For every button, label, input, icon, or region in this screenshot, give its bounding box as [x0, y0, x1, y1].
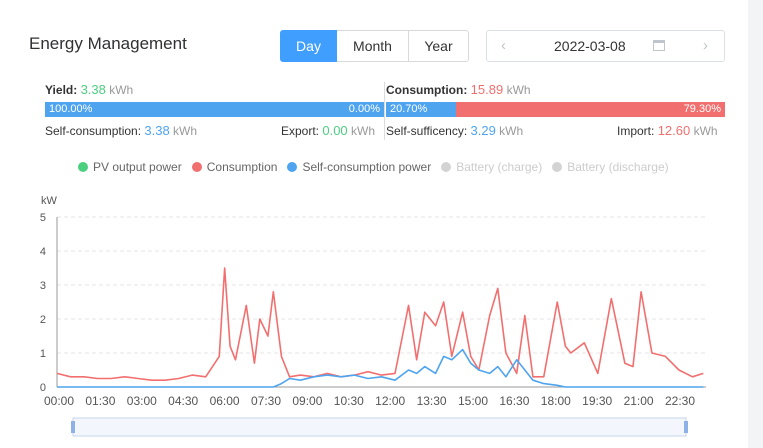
date-picker[interactable]: ‹ 2022-03-08 › [486, 30, 725, 62]
y-tick-label: 0 [40, 382, 46, 394]
series-line-consumption [56, 267, 704, 382]
import-percent: 79.30% [683, 103, 721, 115]
chevron-right-icon[interactable]: › [703, 37, 708, 54]
dot-icon [441, 162, 452, 172]
consumption-label: Consumption: [386, 83, 468, 97]
import-summary: Import: 12.60 kWh [617, 123, 718, 138]
zoom-handle-left[interactable] [71, 421, 75, 433]
x-tick-label: 18:00 [541, 394, 571, 408]
date-value[interactable]: 2022-03-08 [554, 38, 626, 54]
export-value: 0.00 [322, 123, 348, 138]
self-consumption-summary: Self-consumption: 3.38 kWh [45, 123, 198, 138]
dot-icon [78, 162, 88, 172]
x-tick-label: 01:30 [85, 394, 115, 408]
series-line-self-consumption-power [57, 348, 704, 388]
yield-split-bar: 100.00% 0.00% [45, 102, 384, 117]
x-tick-label: 04:30 [168, 394, 198, 408]
consumption-value: 15.89 [470, 82, 504, 97]
tab-month[interactable]: Month [337, 30, 409, 62]
x-tick-label: 00:00 [44, 394, 74, 408]
calendar-icon[interactable] [653, 40, 665, 51]
y-tick-label: 2 [40, 314, 46, 326]
chevron-left-icon[interactable]: ‹ [501, 37, 506, 54]
tab-year[interactable]: Year [409, 30, 469, 62]
export-summary: Export: 0.00 kWh [281, 123, 376, 138]
legend-consumption[interactable]: Consumption [191, 160, 277, 174]
yield-unit: kWh [109, 83, 134, 97]
dot-icon [191, 162, 202, 172]
x-tick-label: 09:00 [292, 394, 322, 408]
y-tick-label: 1 [40, 348, 46, 360]
self-sufficiency-value: 3.29 [470, 123, 496, 138]
yield-label: Yield: [45, 83, 78, 97]
legend-self-consumption[interactable]: Self-consumption power [287, 160, 431, 174]
x-tick-label: 07:30 [251, 394, 281, 408]
x-tick-label: 03:00 [127, 394, 157, 408]
x-tick-label: 16:30 [499, 394, 529, 408]
export-percent: 0.00% [348, 103, 380, 115]
self-sufficiency-summary: Self-sufficency: 3.29 kWh [386, 123, 524, 138]
page-title: Energy Management [29, 34, 187, 53]
zoom-slider-track[interactable] [72, 417, 687, 437]
consumption-summary: Consumption: 15.89 kWh [386, 82, 531, 97]
yield-summary: Yield: 3.38 kWh [45, 82, 133, 97]
x-tick-label: 13:30 [417, 394, 447, 408]
y-tick-label: 5 [40, 212, 46, 224]
dot-icon [552, 162, 563, 172]
x-tick-label: 15:00 [458, 394, 488, 408]
x-tick-label: 12:00 [375, 394, 405, 408]
legend-pv-output[interactable]: PV output power [78, 160, 182, 174]
self-consumption-value: 3.38 [144, 123, 170, 138]
import-value: 12.60 [657, 123, 691, 138]
yield-value: 3.38 [80, 82, 106, 97]
y-tick-label: 3 [40, 280, 46, 292]
legend-battery-discharge[interactable]: Battery (discharge) [552, 160, 669, 174]
x-tick-label: 10:30 [334, 394, 364, 408]
scroll-gutter [748, 0, 763, 448]
tab-day[interactable]: Day [280, 30, 337, 62]
x-tick-label: 22:30 [665, 394, 695, 408]
consumption-split-bar: 20.70% 79.30% [386, 102, 725, 117]
self-sufficiency-percent: 20.70% [390, 103, 428, 115]
y-tick-label: 4 [40, 246, 46, 258]
summary-divider [384, 82, 385, 140]
x-tick-label: 21:00 [624, 394, 654, 408]
x-tick-label: 19:30 [582, 394, 612, 408]
chart-legend: PV output power Consumption Self-consump… [78, 160, 679, 174]
x-tick-label: 06:00 [210, 394, 240, 408]
period-tabs: Day Month Year [280, 30, 469, 62]
dot-icon [287, 162, 298, 172]
zoom-handle-right[interactable] [684, 421, 688, 433]
y-axis-label: kW [41, 195, 58, 207]
legend-battery-charge[interactable]: Battery (charge) [441, 160, 542, 174]
self-consumption-percent: 100.00% [49, 103, 93, 115]
